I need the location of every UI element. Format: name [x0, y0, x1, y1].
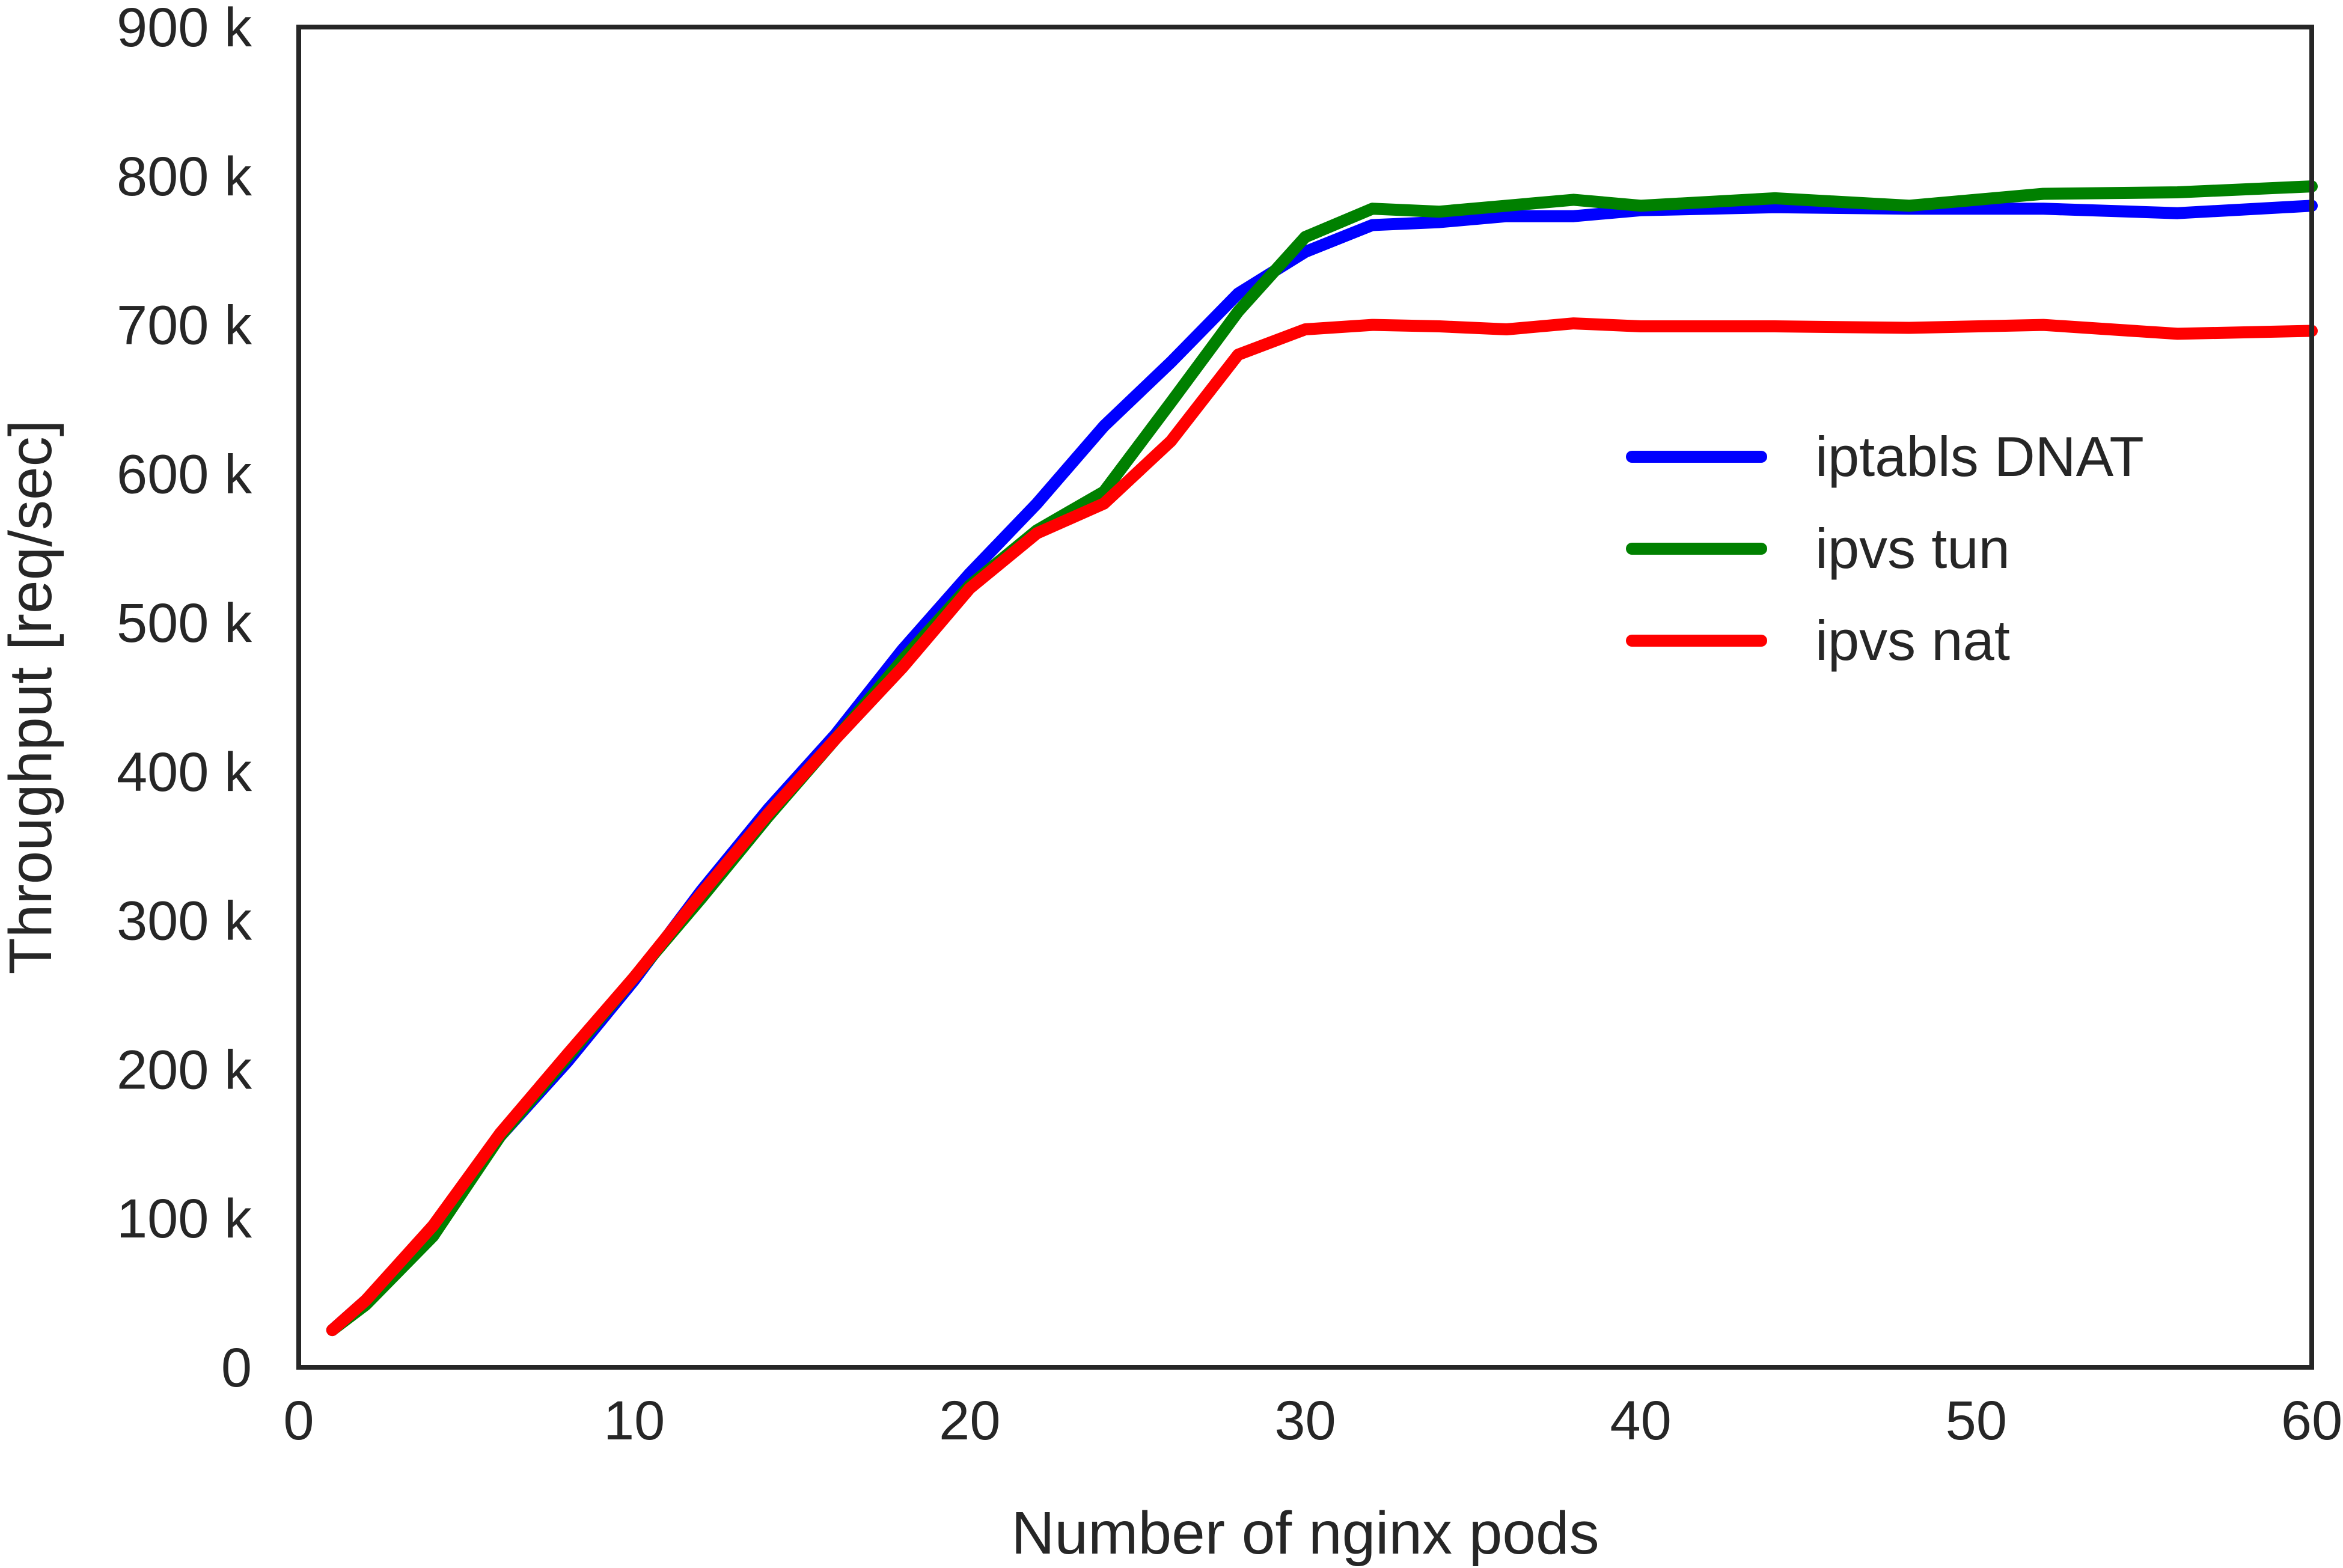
series-line-ipvs-nat [326, 317, 2318, 1337]
plot-area-frame [296, 25, 2314, 1370]
y-tick-label: 800 k [117, 146, 252, 207]
legend-label-iptabls-dnat: iptabls DNAT [1815, 425, 2144, 488]
legend-label-ipvs-nat: ipvs nat [1815, 609, 2010, 672]
x-tick-label: 50 [1946, 1390, 2007, 1451]
y-tick-label: 200 k [117, 1039, 252, 1100]
y-axis-ticks: 0 100 k 200 k 300 k 400 k 500 k 600 k 700 k 800 … [117, 0, 252, 1399]
y-tick-label: 700 k [117, 295, 252, 356]
x-tick-label: 10 [603, 1390, 665, 1451]
y-tick-label: 400 k [117, 742, 252, 803]
legend: iptabls DNAT ipvs tun ipvs nat [1626, 425, 2144, 672]
y-tick-label: 500 k [117, 593, 252, 654]
y-tick-label: 900 k [117, 0, 252, 58]
x-axis-ticks: 0 10 20 30 40 50 60 [283, 1390, 2342, 1451]
x-tick-label: 0 [283, 1390, 314, 1451]
y-axis-title: Throughput [req/sec] [0, 420, 64, 975]
series-layer [326, 180, 2318, 1337]
y-tick-label: 0 [221, 1337, 252, 1399]
x-tick-label: 30 [1274, 1390, 1336, 1451]
x-tick-label: 60 [2281, 1390, 2342, 1451]
y-tick-label: 300 k [117, 891, 252, 952]
legend-label-ipvs-tun: ipvs tun [1815, 517, 2010, 580]
x-axis-title: Number of nginx pods [1011, 1499, 1599, 1567]
x-tick-label: 20 [939, 1390, 1000, 1451]
y-tick-label: 600 k [117, 444, 252, 505]
y-tick-label: 100 k [117, 1188, 252, 1249]
x-tick-label: 40 [1610, 1390, 1671, 1451]
